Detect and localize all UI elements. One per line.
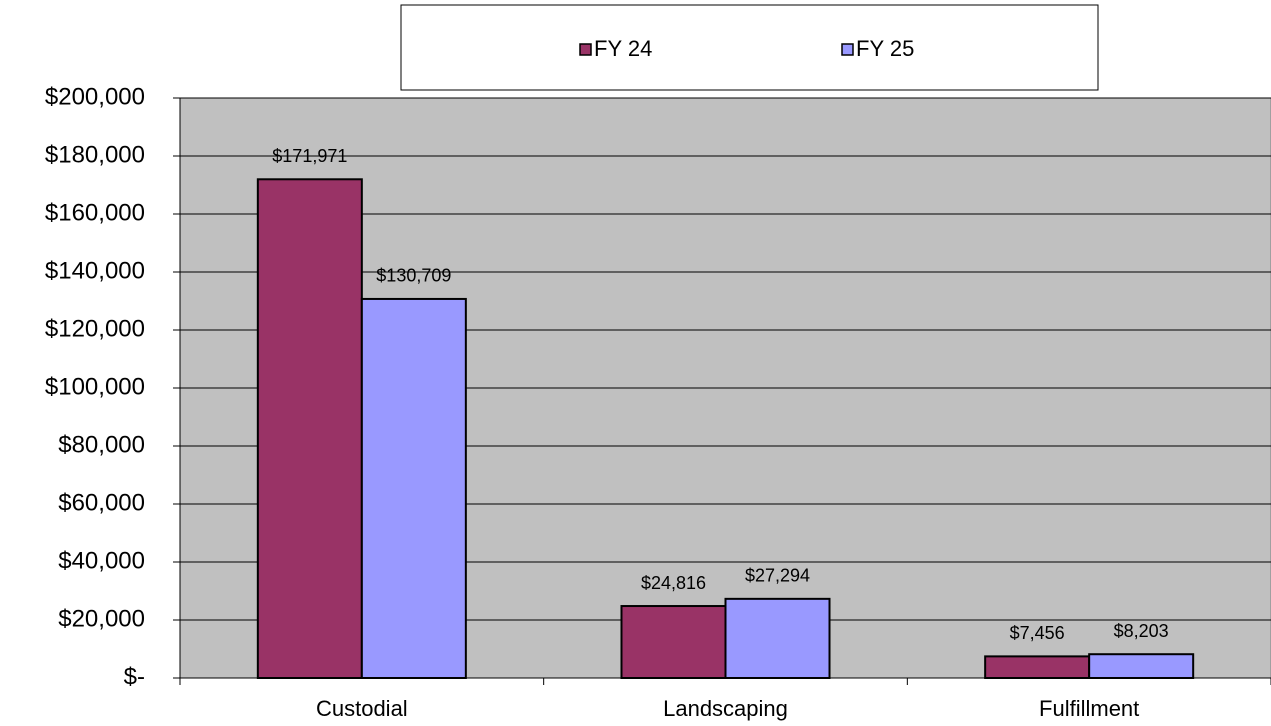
data-label: $8,203 <box>1114 621 1169 641</box>
data-label: $24,816 <box>641 573 706 593</box>
y-tick-label: $80,000 <box>58 431 145 458</box>
y-tick-label: $40,000 <box>58 547 145 574</box>
legend-swatch <box>841 43 854 56</box>
x-tick-label: Fulfillment <box>1039 696 1139 721</box>
y-tick-label: $- <box>124 663 145 690</box>
y-tick-label: $120,000 <box>45 315 145 342</box>
legend-label: FY 25 <box>856 36 914 61</box>
bar <box>360 297 467 679</box>
y-tick-label: $20,000 <box>58 605 145 632</box>
bar <box>256 178 363 680</box>
y-tick-label: $60,000 <box>58 489 145 516</box>
data-label: $130,709 <box>376 266 451 286</box>
y-tick-label: $200,000 <box>45 83 145 110</box>
bar <box>1088 653 1195 680</box>
bar <box>620 605 727 680</box>
data-label: $171,971 <box>272 146 347 166</box>
y-tick-label: $100,000 <box>45 373 145 400</box>
y-tick-label: $140,000 <box>45 257 145 284</box>
legend-label: FY 24 <box>594 36 652 61</box>
y-tick-label: $160,000 <box>45 199 145 226</box>
legend-swatch <box>579 43 592 56</box>
bar <box>984 655 1091 680</box>
legend-box <box>400 4 1099 91</box>
x-tick-label: Landscaping <box>663 696 788 721</box>
x-tick-label: Custodial <box>316 696 408 721</box>
bar <box>724 597 831 680</box>
y-tick-label: $180,000 <box>45 141 145 168</box>
data-label: $7,456 <box>1010 623 1065 643</box>
data-label: $27,294 <box>745 566 810 586</box>
